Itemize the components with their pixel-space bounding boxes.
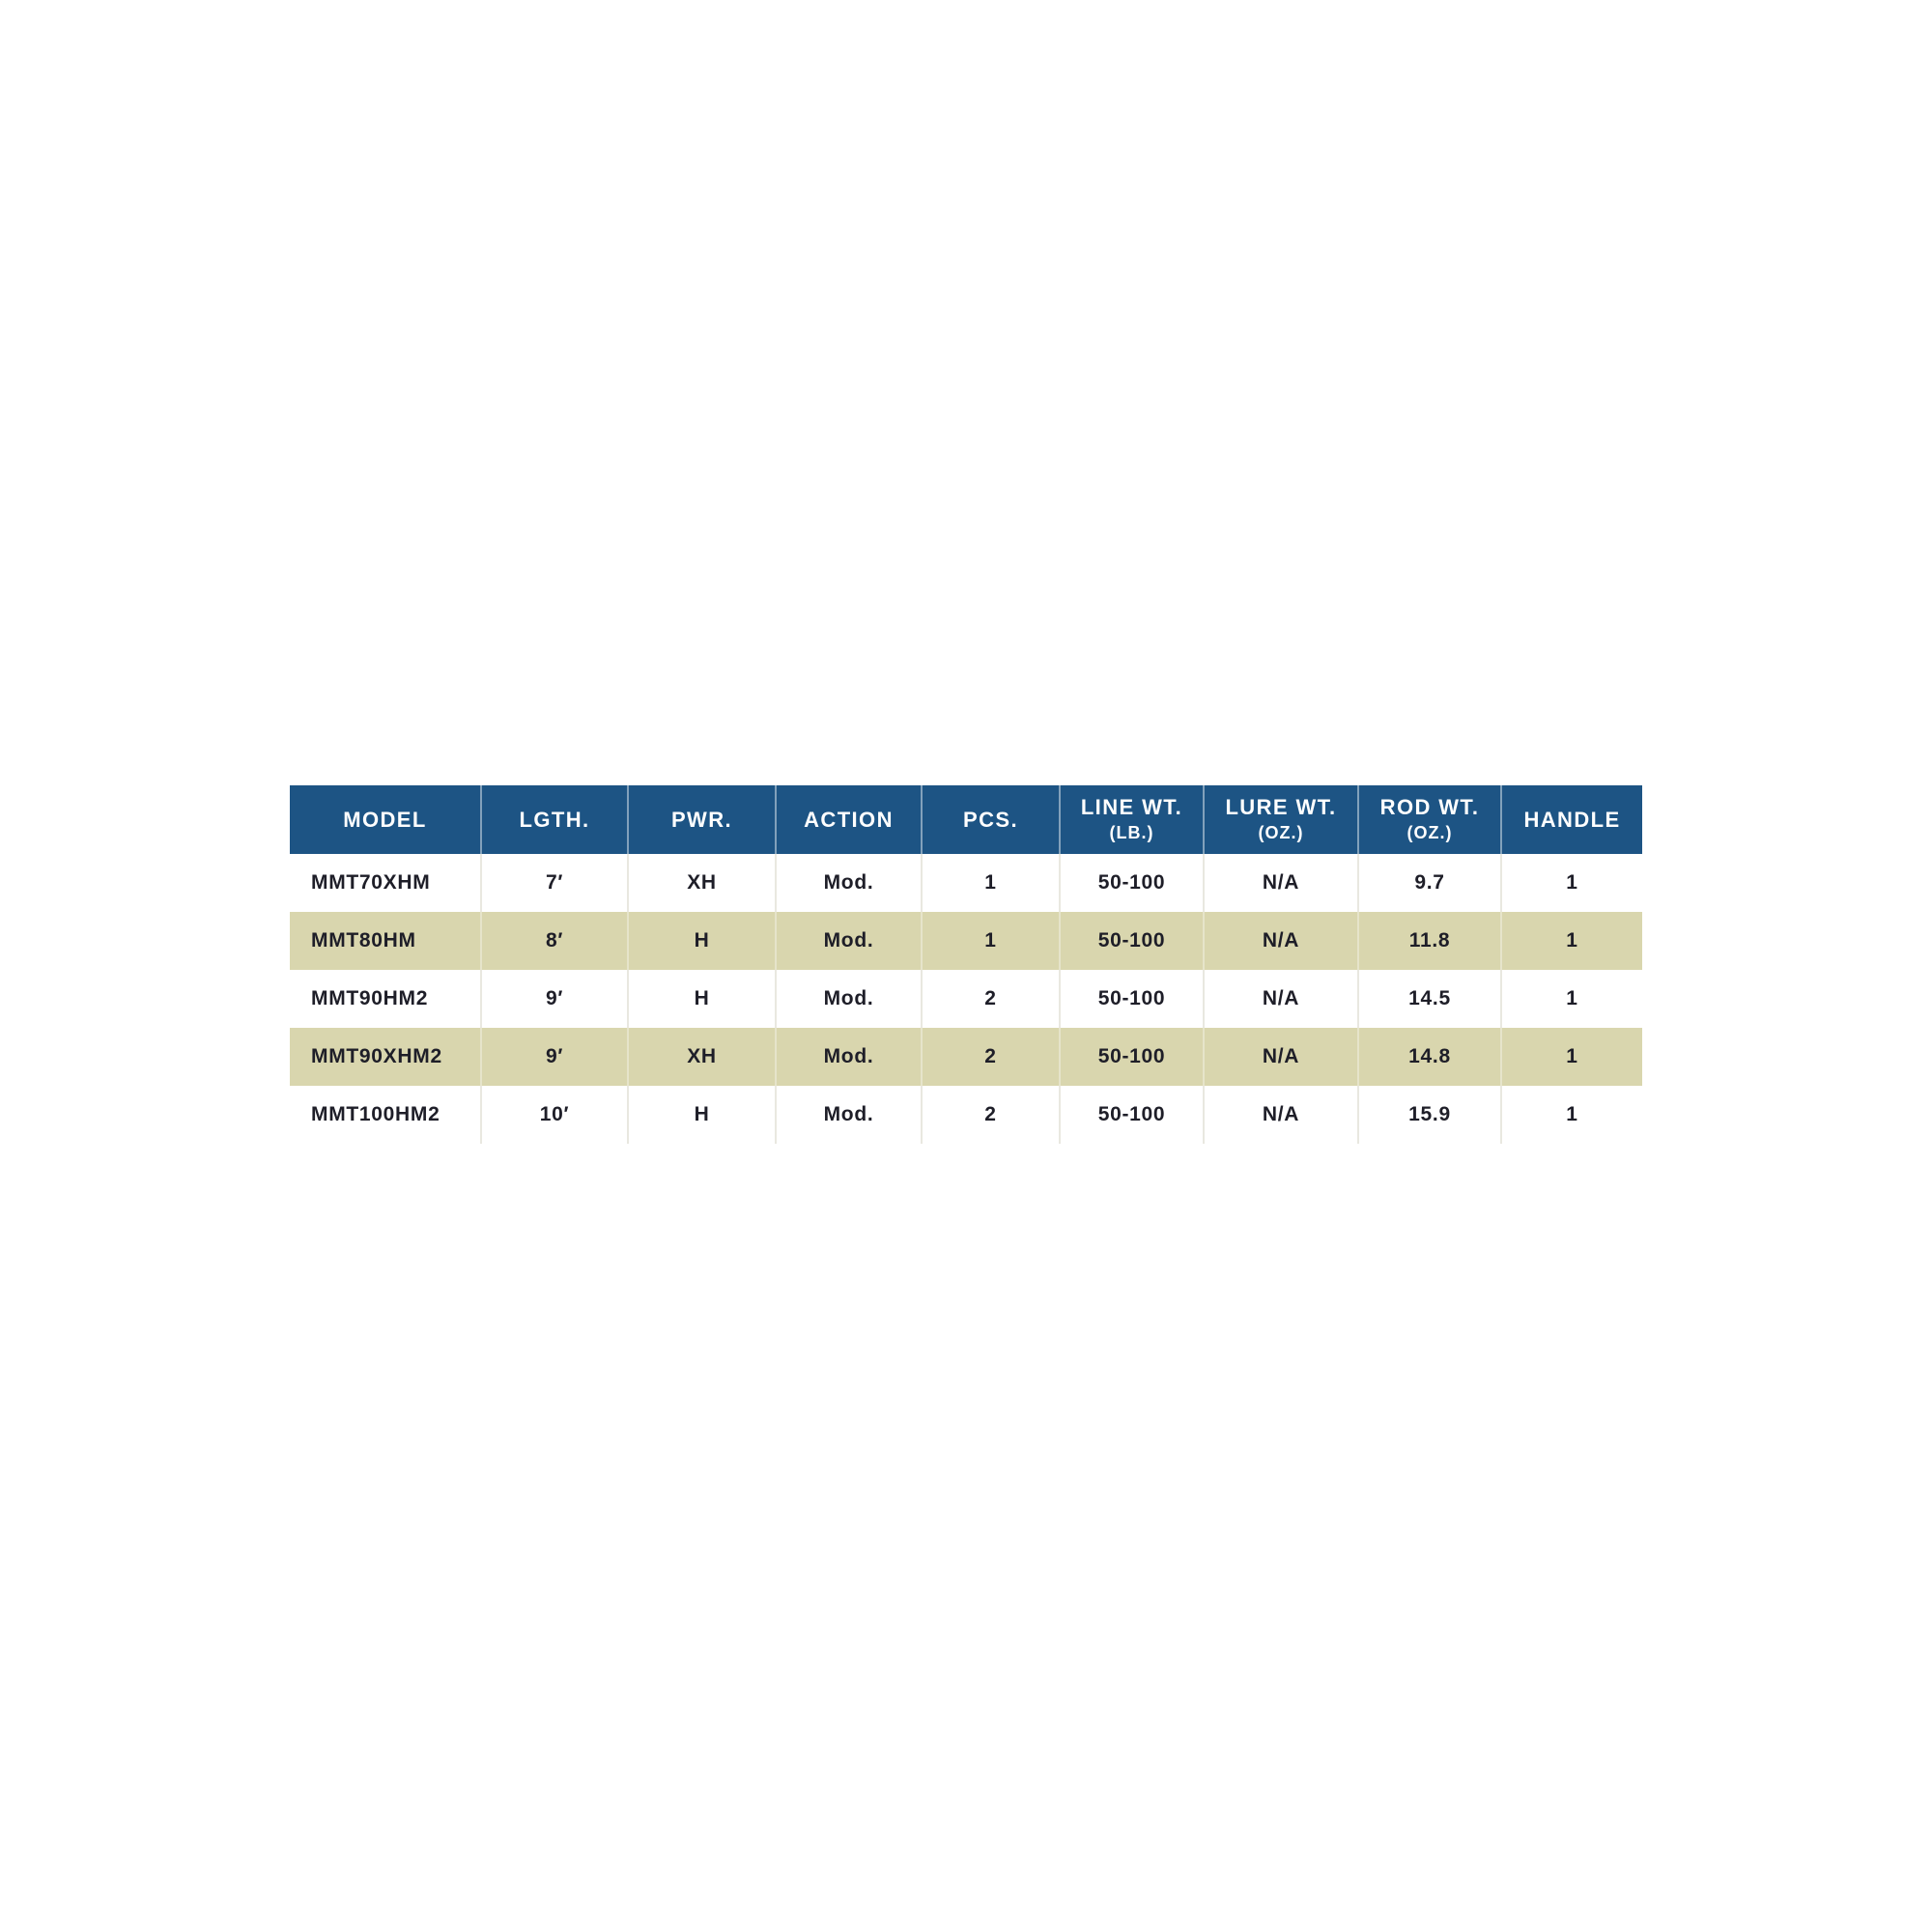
cell-pcs: 2 — [921, 970, 1059, 1028]
column-header-sublabel: (OZ.) — [1258, 822, 1304, 842]
table-row: MMT100HM2 10′ H Mod. 2 50-100 N/A 15.9 1 — [290, 1086, 1642, 1144]
cell-handle: 1 — [1500, 1086, 1642, 1144]
cell-line-wt: 50-100 — [1059, 854, 1203, 912]
cell-action: Mod. — [775, 970, 921, 1028]
cell-rod-wt: 9.7 — [1357, 854, 1500, 912]
cell-action: Mod. — [775, 1086, 921, 1144]
column-header-label: LGTH. — [519, 807, 590, 832]
column-header-lure-wt: LURE WT. (OZ.) — [1203, 785, 1357, 854]
cell-lgth: 10′ — [480, 1086, 627, 1144]
cell-action: Mod. — [775, 912, 921, 970]
cell-lure-wt: N/A — [1203, 912, 1357, 970]
cell-pwr: H — [627, 912, 775, 970]
cell-model: MMT90HM2 — [311, 987, 429, 1009]
cell-line-wt: 50-100 — [1059, 970, 1203, 1028]
cell-rod-wt: 14.8 — [1357, 1028, 1500, 1086]
table-header-row: MODEL LGTH. PWR. ACTION PCS. LINE WT. — [290, 785, 1642, 854]
cell-action: Mod. — [775, 1028, 921, 1086]
column-header-rod-wt: ROD WT. (OZ.) — [1357, 785, 1500, 854]
cell-line-wt: 50-100 — [1059, 912, 1203, 970]
cell-lgth: 9′ — [480, 1028, 627, 1086]
cell-lure-wt: N/A — [1203, 854, 1357, 912]
cell-pwr: XH — [627, 854, 775, 912]
cell-pwr: H — [627, 970, 775, 1028]
column-header-sublabel: (LB.) — [1109, 822, 1154, 842]
column-header-pwr: PWR. — [627, 785, 775, 854]
column-header-label: PWR. — [670, 807, 733, 832]
column-header-label: ROD WT. — [1379, 794, 1480, 819]
cell-handle: 1 — [1500, 1028, 1642, 1086]
cell-lgth: 7′ — [480, 854, 627, 912]
cell-lure-wt: N/A — [1203, 970, 1357, 1028]
cell-rod-wt: 14.5 — [1357, 970, 1500, 1028]
cell-pwr: XH — [627, 1028, 775, 1086]
cell-pcs: 1 — [921, 912, 1059, 970]
cell-model: MMT70XHM — [311, 871, 431, 894]
cell-handle: 1 — [1500, 854, 1642, 912]
column-header-label: PCS. — [963, 807, 1018, 832]
cell-pwr: H — [627, 1086, 775, 1144]
cell-model: MMT80HM — [311, 929, 416, 952]
cell-pcs: 2 — [921, 1086, 1059, 1144]
cell-pcs: 2 — [921, 1028, 1059, 1086]
cell-model: MMT100HM2 — [311, 1103, 440, 1125]
table-row: MMT70XHM 7′ XH Mod. 1 50-100 N/A 9.7 1 — [290, 854, 1642, 912]
cell-lgth: 8′ — [480, 912, 627, 970]
column-header-line-wt: LINE WT. (LB.) — [1059, 785, 1203, 854]
table-row: MMT90HM2 9′ H Mod. 2 50-100 N/A 14.5 1 — [290, 970, 1642, 1028]
cell-lure-wt: N/A — [1203, 1028, 1357, 1086]
column-header-model: MODEL — [290, 785, 480, 854]
rod-spec-table: MODEL LGTH. PWR. ACTION PCS. LINE WT. — [290, 785, 1642, 1144]
column-header-label: HANDLE — [1523, 807, 1621, 832]
cell-lgth: 9′ — [480, 970, 627, 1028]
cell-pcs: 1 — [921, 854, 1059, 912]
cell-model: MMT90XHM2 — [311, 1045, 442, 1067]
column-header-sublabel: (OZ.) — [1406, 822, 1453, 842]
column-header-lgth: LGTH. — [480, 785, 627, 854]
column-header-label: LINE WT. — [1080, 794, 1183, 819]
cell-line-wt: 50-100 — [1059, 1086, 1203, 1144]
cell-rod-wt: 11.8 — [1357, 912, 1500, 970]
column-header-handle: HANDLE — [1500, 785, 1642, 854]
table-row-highlighted: MMT90XHM2 9′ XH Mod. 2 50-100 N/A 14.8 1 — [290, 1028, 1642, 1086]
cell-handle: 1 — [1500, 970, 1642, 1028]
cell-handle: 1 — [1500, 912, 1642, 970]
column-header-action: ACTION — [775, 785, 921, 854]
cell-action: Mod. — [775, 854, 921, 912]
cell-lure-wt: N/A — [1203, 1086, 1357, 1144]
column-header-label: LURE WT. — [1225, 794, 1337, 819]
column-header-label: MODEL — [343, 807, 427, 832]
column-header-label: ACTION — [804, 807, 894, 832]
cell-rod-wt: 15.9 — [1357, 1086, 1500, 1144]
table-row-highlighted: MMT80HM 8′ H Mod. 1 50-100 N/A 11.8 1 — [290, 912, 1642, 970]
column-header-pcs: PCS. — [921, 785, 1059, 854]
cell-line-wt: 50-100 — [1059, 1028, 1203, 1086]
